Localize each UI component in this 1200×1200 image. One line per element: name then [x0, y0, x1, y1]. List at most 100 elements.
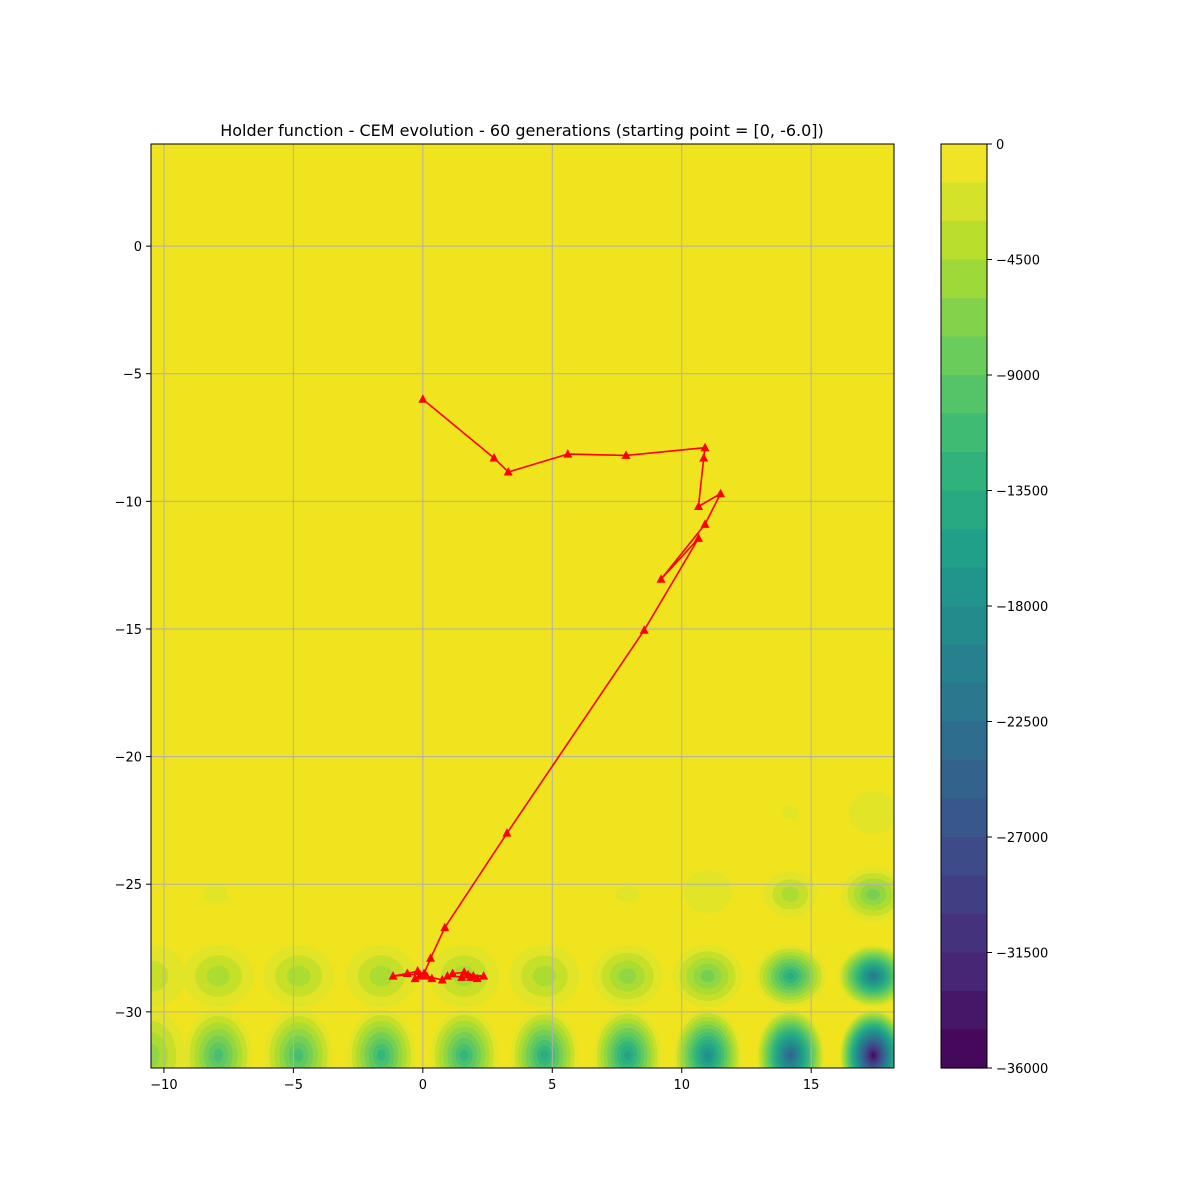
contour-level	[683, 870, 732, 914]
trajectory-marker	[472, 973, 482, 983]
trajectory-marker	[563, 449, 573, 458]
colorbar-band	[941, 760, 987, 800]
contour-level	[866, 889, 880, 900]
contour-level	[206, 965, 231, 987]
x-axis: −10 −5 0 5 10 15	[150, 1068, 819, 1093]
colorbar-band	[941, 606, 987, 646]
x-tick-label: 0	[419, 1078, 427, 1093]
trajectory-marker	[700, 442, 710, 452]
x-tick-label: −5	[284, 1078, 303, 1093]
trajectory-marker	[448, 968, 458, 978]
trajectory-marker	[503, 466, 513, 476]
colorbar-tick-label: 0	[996, 138, 1004, 153]
grid-lines	[151, 144, 894, 1068]
trajectory-marker	[621, 450, 631, 459]
contour-level	[452, 965, 476, 987]
trajectory-marker	[410, 973, 420, 983]
trajectory-marker	[415, 969, 425, 979]
x-tick-label: 10	[673, 1078, 690, 1093]
contour-level	[781, 886, 800, 903]
trajectory-marker	[699, 452, 709, 462]
plot-frame	[150, 143, 895, 1069]
colorbar-band	[941, 991, 987, 1031]
contour-level	[377, 1049, 386, 1061]
trajectory-marker	[716, 488, 726, 498]
trajectory-marker	[700, 519, 710, 528]
colorbar-ticks: 0 −4500 −9000 −13500 −18000 −22500 −27000 −3150…	[987, 138, 1048, 1077]
contour-level	[369, 965, 394, 987]
colorbar-tick-label: −4500	[996, 254, 1040, 269]
colorbar-band	[941, 683, 987, 723]
trajectory-marker	[426, 953, 436, 962]
colorbar-band	[941, 875, 987, 915]
colorbar-tick-label: −9000	[996, 369, 1040, 384]
contour-level	[540, 1050, 549, 1061]
x-tick-label: 5	[548, 1078, 556, 1093]
colorbar: 0 −4500 −9000 −13500 −18000 −22500 −27000 −3150…	[940, 138, 1048, 1077]
colorbar-band	[941, 375, 987, 415]
trajectory-marker	[402, 968, 412, 978]
contour-level	[782, 806, 799, 820]
contour-level	[532, 965, 557, 987]
contour-level	[870, 973, 876, 979]
colorbar-band	[941, 914, 987, 954]
chart-title: Holder function - CEM evolution - 60 gen…	[220, 121, 824, 140]
colorbar-tick-label: −22500	[996, 716, 1048, 731]
trajectory-marker	[422, 971, 432, 980]
trajectory-marker	[489, 452, 499, 462]
trajectory-marker	[479, 971, 489, 980]
colorbar-band	[941, 452, 987, 492]
colorbar-tick-label: −13500	[996, 485, 1048, 500]
trajectory-marker	[388, 971, 398, 980]
colorbar-band	[941, 567, 987, 607]
colorbar-band	[941, 182, 987, 222]
trajectory-marker	[418, 394, 428, 403]
trajectory-marker	[656, 574, 666, 583]
trajectory-marker	[437, 974, 447, 984]
colorbar-band	[941, 1029, 987, 1069]
contour-level	[700, 969, 715, 983]
contour-level	[286, 965, 311, 987]
trajectory-marker	[639, 625, 649, 634]
colorbar-band	[941, 144, 987, 184]
contour-level	[203, 884, 228, 904]
plot-area	[150, 143, 895, 1069]
y-tick-label: −30	[115, 1006, 142, 1021]
cem-trajectory	[388, 394, 726, 984]
colorbar-tick-label: −18000	[996, 600, 1048, 615]
contour-level	[871, 1053, 875, 1058]
contour-level	[788, 1052, 793, 1059]
colorbar-band	[941, 336, 987, 376]
trajectory-marker	[694, 533, 704, 542]
contour-level	[786, 972, 795, 980]
contour-level	[293, 1048, 304, 1062]
y-tick-label: −10	[115, 495, 142, 510]
contour-level	[623, 1050, 631, 1060]
y-tick-label: −20	[115, 751, 142, 766]
colorbar-bands	[941, 144, 987, 1069]
contour-level	[618, 968, 637, 984]
colorbar-band	[941, 413, 987, 453]
contour-level	[460, 1049, 469, 1061]
contour-field	[151, 791, 894, 1068]
contour-level	[151, 1043, 160, 1067]
colorbar-band	[941, 721, 987, 761]
trajectory-marker	[694, 501, 704, 510]
y-tick-label: −5	[123, 368, 142, 383]
contour-level	[848, 791, 894, 835]
contour-level	[704, 1051, 711, 1060]
y-tick-label: −15	[115, 623, 142, 638]
colorbar-band	[941, 798, 987, 838]
colorbar-band	[941, 529, 987, 569]
y-axis: 0 −5 −10 −15 −20 −25 −30	[115, 240, 151, 1021]
trajectory-marker	[466, 972, 476, 981]
colorbar-band	[941, 952, 987, 992]
colorbar-band	[941, 221, 987, 261]
colorbar-band	[941, 259, 987, 299]
trajectory-marker	[427, 973, 437, 983]
trajectory-marker	[440, 922, 450, 932]
contour-background	[151, 144, 894, 1068]
colorbar-tick-label: −31500	[996, 947, 1048, 962]
colorbar-band	[941, 644, 987, 684]
